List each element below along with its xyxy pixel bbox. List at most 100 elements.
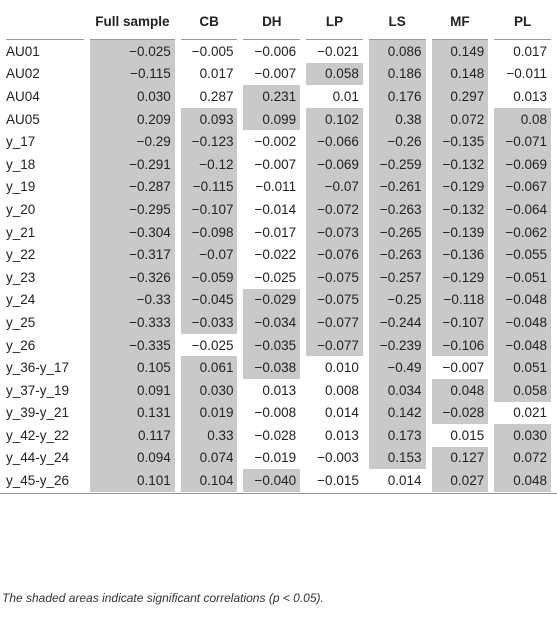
table-cell: −0.007 <box>442 360 485 376</box>
table-cell: 0.102 <box>306 107 363 131</box>
table-cell: 0.017 <box>199 66 234 82</box>
table-cell: 0.142 <box>368 401 426 425</box>
table-cell: 0.051 <box>494 356 551 379</box>
table-row: AU05 0.209 0.093 0.099 0.102 0.38 0.072 0.08 <box>6 107 551 131</box>
table-cell: −0.048 <box>494 311 551 334</box>
table-cell: −0.263 <box>368 198 426 221</box>
column-header: LS <box>368 3 426 40</box>
row-label: y_19 <box>6 179 36 195</box>
row-label: y_23 <box>6 269 36 285</box>
table-cell: −0.007 <box>254 66 297 82</box>
table-row: y_22 −0.317 −0.07 −0.022 −0.076 −0.263 −0.136−… <box>6 243 551 266</box>
table-cell: −0.07 <box>306 175 363 199</box>
table-row: y_42-y_22 0.117 0.33 −0.028 0.013 0.173 0.015 0… <box>6 424 551 447</box>
table-cell: −0.069 <box>494 152 551 176</box>
table-cell: 0.148 <box>431 62 489 86</box>
table-row: y_17 −0.29 −0.123 −0.002 −0.066 −0.26 −0.135 −0… <box>6 130 551 153</box>
column-header <box>6 3 84 40</box>
table-cell: −0.107 <box>180 198 238 221</box>
table-cell: −0.295 <box>90 198 175 221</box>
table-cell: −0.129 <box>431 265 489 289</box>
table-cell: −0.075 <box>306 288 363 312</box>
table-cell: 0.048 <box>494 469 551 492</box>
table-cell: −0.017 <box>254 224 297 240</box>
table-cell: 0.013 <box>513 88 547 104</box>
table-cell: −0.071 <box>494 130 551 153</box>
table-cell: 0.33 <box>180 424 238 447</box>
table-cell: −0.317 <box>90 243 175 266</box>
table-cell: 0.013 <box>325 427 359 443</box>
table-cell: 0.034 <box>368 378 426 402</box>
header-row: Full sample CB DH LP LS MF PL <box>6 3 551 40</box>
table-cell: −0.098 <box>180 220 238 244</box>
table-cell: −0.077 <box>306 311 363 334</box>
table-cell: −0.076 <box>306 243 363 266</box>
table-cell: −0.067 <box>494 175 551 199</box>
row-label: y_17 <box>6 134 36 150</box>
table-cell: 0.105 <box>90 356 175 379</box>
table-cell: −0.015 <box>317 473 359 489</box>
table-cell: 0.38 <box>368 107 426 131</box>
table-cell: −0.028 <box>431 401 489 425</box>
table-row: y_39-y_21 0.131 0.019 −0.008 0.014 0.142 −0.02… <box>6 401 551 425</box>
table-cell: −0.069 <box>306 152 363 176</box>
table-cell: −0.072 <box>306 198 363 221</box>
table-cell: −0.29 <box>90 130 175 153</box>
table-row: AU02 −0.115 0.017 −0.007 0.058 0.186 0.148 −0.0… <box>6 62 551 86</box>
table-row: y_26 −0.335 −0.025 −0.035 −0.077 −0.239 −0.106… <box>6 333 551 357</box>
table-cell: −0.022 <box>254 247 297 263</box>
table-cell: 0.173 <box>368 424 426 447</box>
table-cell: 0.186 <box>368 62 426 86</box>
table-cell: −0.335 <box>90 333 175 357</box>
table-cell: −0.129 <box>431 175 489 199</box>
table-cell: −0.028 <box>254 427 297 443</box>
table-cell: −0.040 <box>243 469 301 492</box>
row-label: AU04 <box>6 88 40 104</box>
table-row: y_44-y_24 0.094 0.074 −0.019 −0.003 0.153 0.12… <box>6 446 551 470</box>
table-cell: −0.326 <box>90 265 175 289</box>
table-cell: −0.123 <box>180 130 238 153</box>
row-label: y_42-y_22 <box>6 427 70 443</box>
table-cell: 0.072 <box>494 446 551 470</box>
table-cell: −0.005 <box>191 43 234 59</box>
table-cell: −0.035 <box>243 333 301 357</box>
row-label: y_21 <box>6 224 36 240</box>
table-cell: 0.209 <box>90 107 175 131</box>
table-cell: −0.008 <box>254 405 297 421</box>
table-cell: 0.008 <box>325 382 359 398</box>
table-cell: 0.297 <box>431 85 489 108</box>
table-cell: 0.014 <box>325 405 359 421</box>
table-cell: −0.064 <box>494 198 551 221</box>
table-cell: −0.239 <box>368 333 426 357</box>
table-cell: −0.045 <box>180 288 238 312</box>
table-cell: 0.048 <box>431 378 489 402</box>
bottom-rule <box>0 493 557 494</box>
table-cell: −0.07 <box>180 243 238 266</box>
row-label: y_18 <box>6 156 36 172</box>
table-cell: 0.176 <box>368 85 426 108</box>
table-cell: 0.030 <box>90 85 175 108</box>
column-header: CB <box>180 3 238 40</box>
row-label: y_20 <box>6 201 36 217</box>
table-cell: −0.304 <box>90 220 175 244</box>
table-cell: −0.136 <box>431 243 489 266</box>
table-cell: −0.066 <box>306 130 363 153</box>
row-label: y_37-y_19 <box>6 382 70 398</box>
table-cell: 0.058 <box>306 62 363 86</box>
table-cell: −0.25 <box>368 288 426 312</box>
table-cell: −0.059 <box>180 265 238 289</box>
table-row: y_25 −0.333 −0.033 −0.034 −0.077 −0.244 −0.107… <box>6 311 551 334</box>
table-cell: −0.26 <box>368 130 426 153</box>
table-cell: −0.019 <box>254 450 297 466</box>
correlation-table: Full sample CB DH LP LS MF PL AU01 −0.025 −0.005… <box>0 3 557 492</box>
table-cell: −0.003 <box>317 450 359 466</box>
table-cell: −0.139 <box>431 220 489 244</box>
table-cell: −0.291 <box>90 152 175 176</box>
table-cell: −0.12 <box>180 152 238 176</box>
table-cell: 0.093 <box>180 107 238 131</box>
table-cell: −0.034 <box>243 311 301 334</box>
table-cell: 0.074 <box>180 446 238 470</box>
table-row: y_37-y_19 0.091 0.030 0.013 0.008 0.034 0.048 0… <box>6 378 551 402</box>
table-cell: −0.048 <box>494 333 551 357</box>
table-cell: 0.131 <box>90 401 175 425</box>
